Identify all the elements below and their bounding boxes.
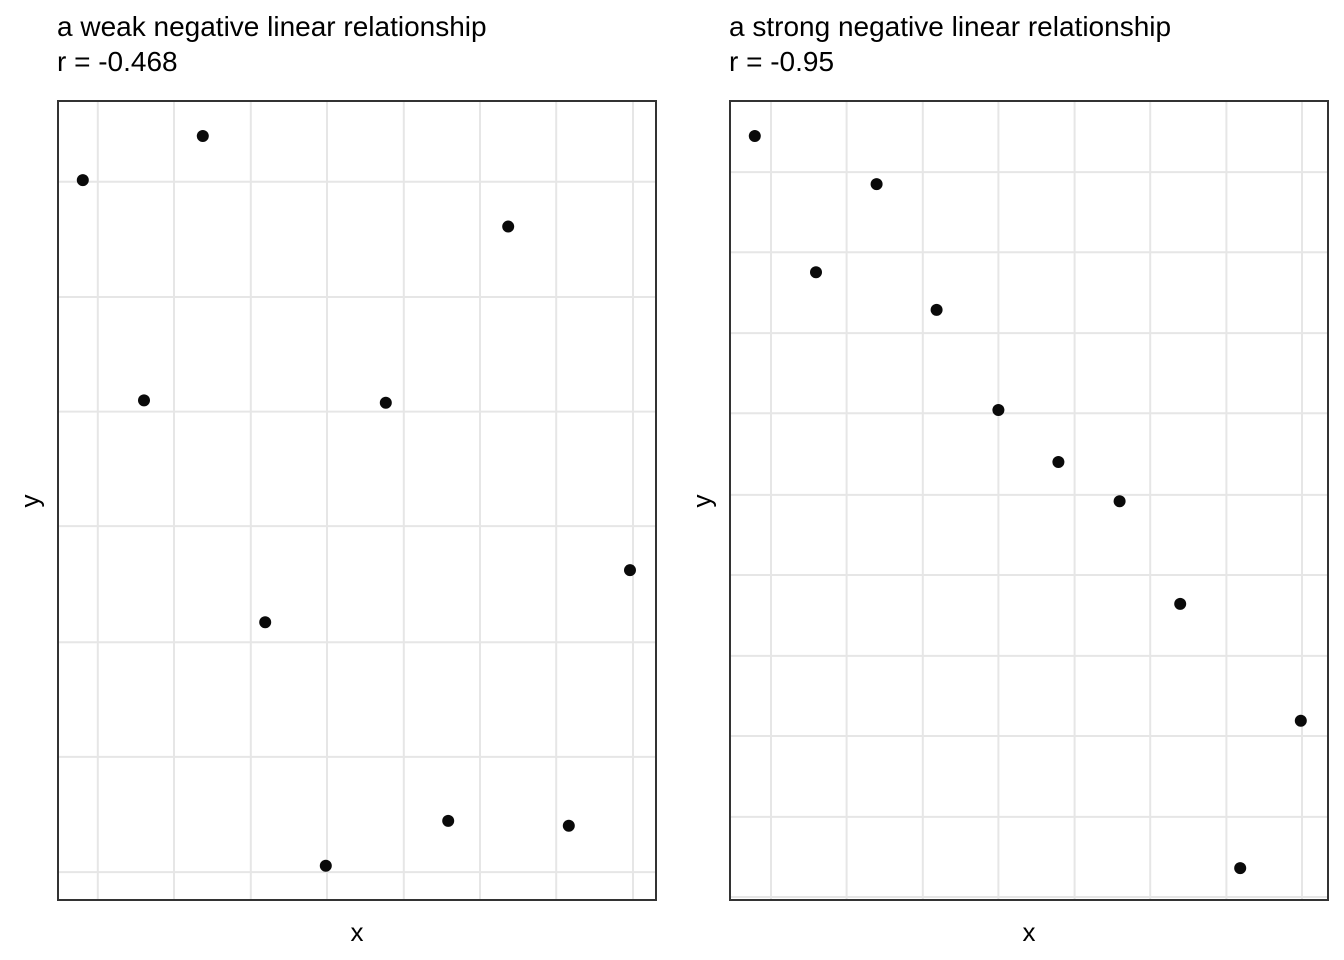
data-point bbox=[502, 220, 515, 233]
data-point bbox=[992, 403, 1005, 416]
data-point bbox=[196, 130, 209, 143]
panel-border bbox=[57, 100, 657, 901]
y-axis-label: y bbox=[686, 494, 717, 508]
title-block: a strong negative linear relationship r … bbox=[729, 9, 1171, 79]
data-point bbox=[379, 396, 392, 409]
data-point bbox=[870, 178, 883, 191]
figure-strong-negative: a strong negative linear relationship r … bbox=[672, 0, 1344, 960]
data-point bbox=[442, 814, 455, 827]
x-axis-label: x bbox=[350, 917, 364, 947]
data-point bbox=[1174, 597, 1187, 610]
data-point bbox=[1052, 456, 1065, 469]
chart-title: a strong negative linear relationship bbox=[729, 11, 1172, 42]
data-point bbox=[624, 564, 636, 577]
panel-border bbox=[729, 100, 1329, 901]
data-point bbox=[76, 174, 89, 187]
chart-subtitle-r-value: r = -0.468 bbox=[57, 46, 178, 77]
chart-subtitle-r-value: r = -0.95 bbox=[729, 46, 835, 77]
scatter-panel-strong bbox=[729, 100, 1329, 901]
chart-title: a weak negative linear relationship bbox=[57, 11, 487, 42]
y-axis-label: y bbox=[14, 494, 45, 508]
title-block: a weak negative linear relationship r = … bbox=[57, 9, 487, 79]
data-point bbox=[1294, 714, 1307, 727]
data-point bbox=[748, 130, 761, 143]
data-point bbox=[319, 859, 332, 872]
x-axis-label: x bbox=[1022, 917, 1036, 947]
data-point bbox=[1234, 862, 1247, 875]
data-point bbox=[810, 266, 822, 279]
figure-weak-negative: a weak negative linear relationship r = … bbox=[14, 9, 657, 947]
data-point bbox=[138, 394, 150, 407]
data-point bbox=[259, 616, 272, 629]
data-point bbox=[562, 819, 575, 832]
data-point bbox=[1113, 495, 1126, 508]
data-point bbox=[930, 303, 943, 316]
scatter-panel-weak bbox=[57, 100, 657, 901]
